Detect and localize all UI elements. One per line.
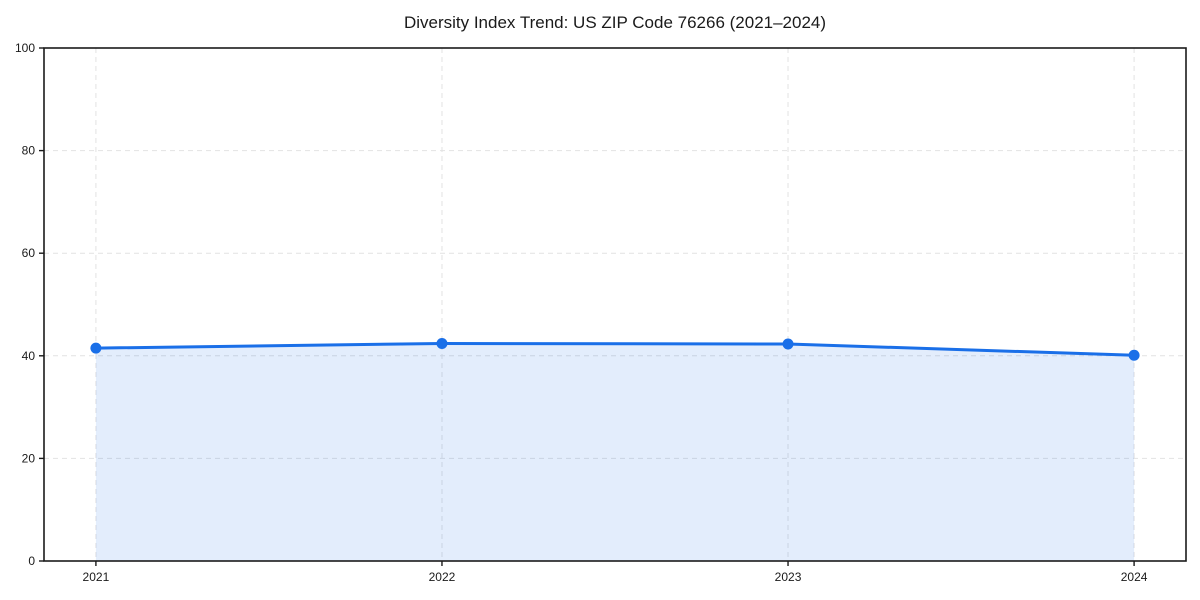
data-point-marker [90,342,102,354]
area-fill [95,343,1135,561]
y-tick-label: 0 [28,554,35,568]
y-tick-label: 40 [22,349,36,363]
x-tick-label: 2022 [429,570,456,584]
x-tick-label: 2023 [775,570,802,584]
y-tick-label: 20 [22,451,36,465]
y-tick-label: 60 [22,246,36,260]
data-point-marker [436,337,448,349]
data-point-marker [1128,349,1140,361]
plot-area: 0 20 40 60 80 100 2021 2022 2023 2024 [15,41,1187,584]
x-tick-label: 2021 [83,570,110,584]
data-point-marker [782,338,794,350]
chart-title: Diversity Index Trend: US ZIP Code 76266… [404,13,826,32]
y-tick-label: 80 [22,144,36,158]
trend-line [94,341,1136,357]
plot-spines [43,47,1187,562]
x-tick-label: 2024 [1121,570,1148,584]
y-tick-label: 100 [15,41,35,55]
